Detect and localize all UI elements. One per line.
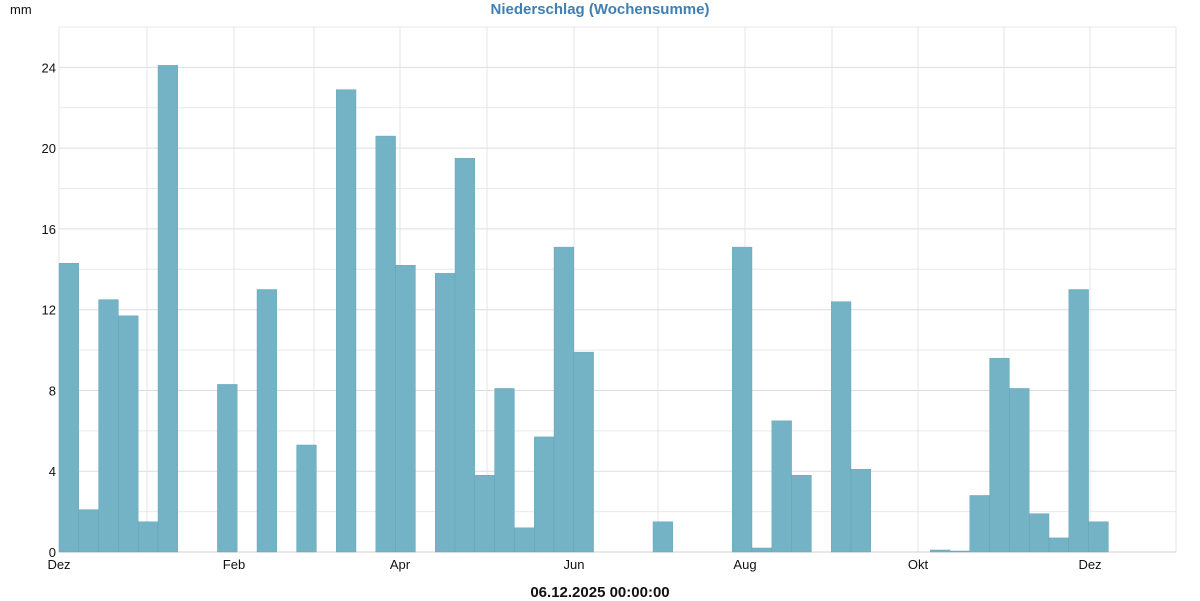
bar	[1068, 289, 1089, 553]
bar	[118, 315, 139, 553]
bar	[1088, 521, 1109, 553]
bar	[573, 351, 594, 553]
y-tick-label: 24	[42, 60, 56, 75]
bar	[395, 265, 416, 553]
bar	[1009, 388, 1030, 553]
bar	[78, 509, 99, 553]
bar	[751, 547, 772, 553]
x-tick-label: Apr	[390, 557, 411, 572]
bar	[375, 135, 396, 553]
bar	[336, 89, 357, 553]
bar	[494, 388, 515, 553]
bar	[58, 263, 79, 553]
bar	[474, 475, 495, 553]
bar	[791, 475, 812, 553]
bar	[969, 495, 990, 553]
x-tick-label: Dez	[1078, 557, 1101, 572]
bar	[435, 273, 456, 553]
bar	[850, 469, 871, 553]
y-tick-label: 4	[49, 464, 56, 479]
x-tick-label: Aug	[733, 557, 756, 572]
bar	[514, 527, 535, 553]
x-tick-label: Feb	[223, 557, 245, 572]
bar	[98, 299, 119, 553]
bar	[256, 289, 277, 553]
y-axis-unit-label: mm	[10, 2, 32, 17]
x-tick-label: Okt	[908, 557, 929, 572]
bar	[930, 549, 951, 553]
y-tick-label: 16	[42, 222, 56, 237]
bars	[58, 65, 1109, 553]
bar	[771, 420, 792, 553]
y-tick-label: 8	[49, 383, 56, 398]
bar	[1048, 537, 1069, 553]
bar	[454, 158, 475, 553]
bar	[553, 246, 574, 553]
bar	[831, 301, 852, 553]
bar	[534, 436, 555, 553]
y-tick-label: 20	[42, 141, 56, 156]
bar	[137, 521, 159, 553]
y-axis-ticks: 0 4 8 12 16 20 24	[42, 60, 56, 560]
bar	[989, 357, 1010, 553]
bar	[949, 550, 970, 553]
bar	[652, 521, 673, 553]
bar	[732, 246, 753, 553]
y-tick-label: 0	[49, 545, 56, 560]
x-tick-label: Dez	[47, 557, 70, 572]
bar	[217, 384, 238, 553]
bar	[296, 444, 317, 553]
x-axis-ticks: Dez Feb Apr Jun Aug Okt Dez	[47, 557, 1101, 572]
x-axis-date-label: 06.12.2025 00:00:00	[530, 584, 670, 601]
chart-title: Niederschlag (Wochensumme)	[490, 1, 710, 18]
x-tick-label: Jun	[564, 557, 585, 572]
y-tick-label: 12	[42, 303, 56, 318]
bar	[1028, 513, 1050, 553]
bar	[157, 65, 178, 553]
